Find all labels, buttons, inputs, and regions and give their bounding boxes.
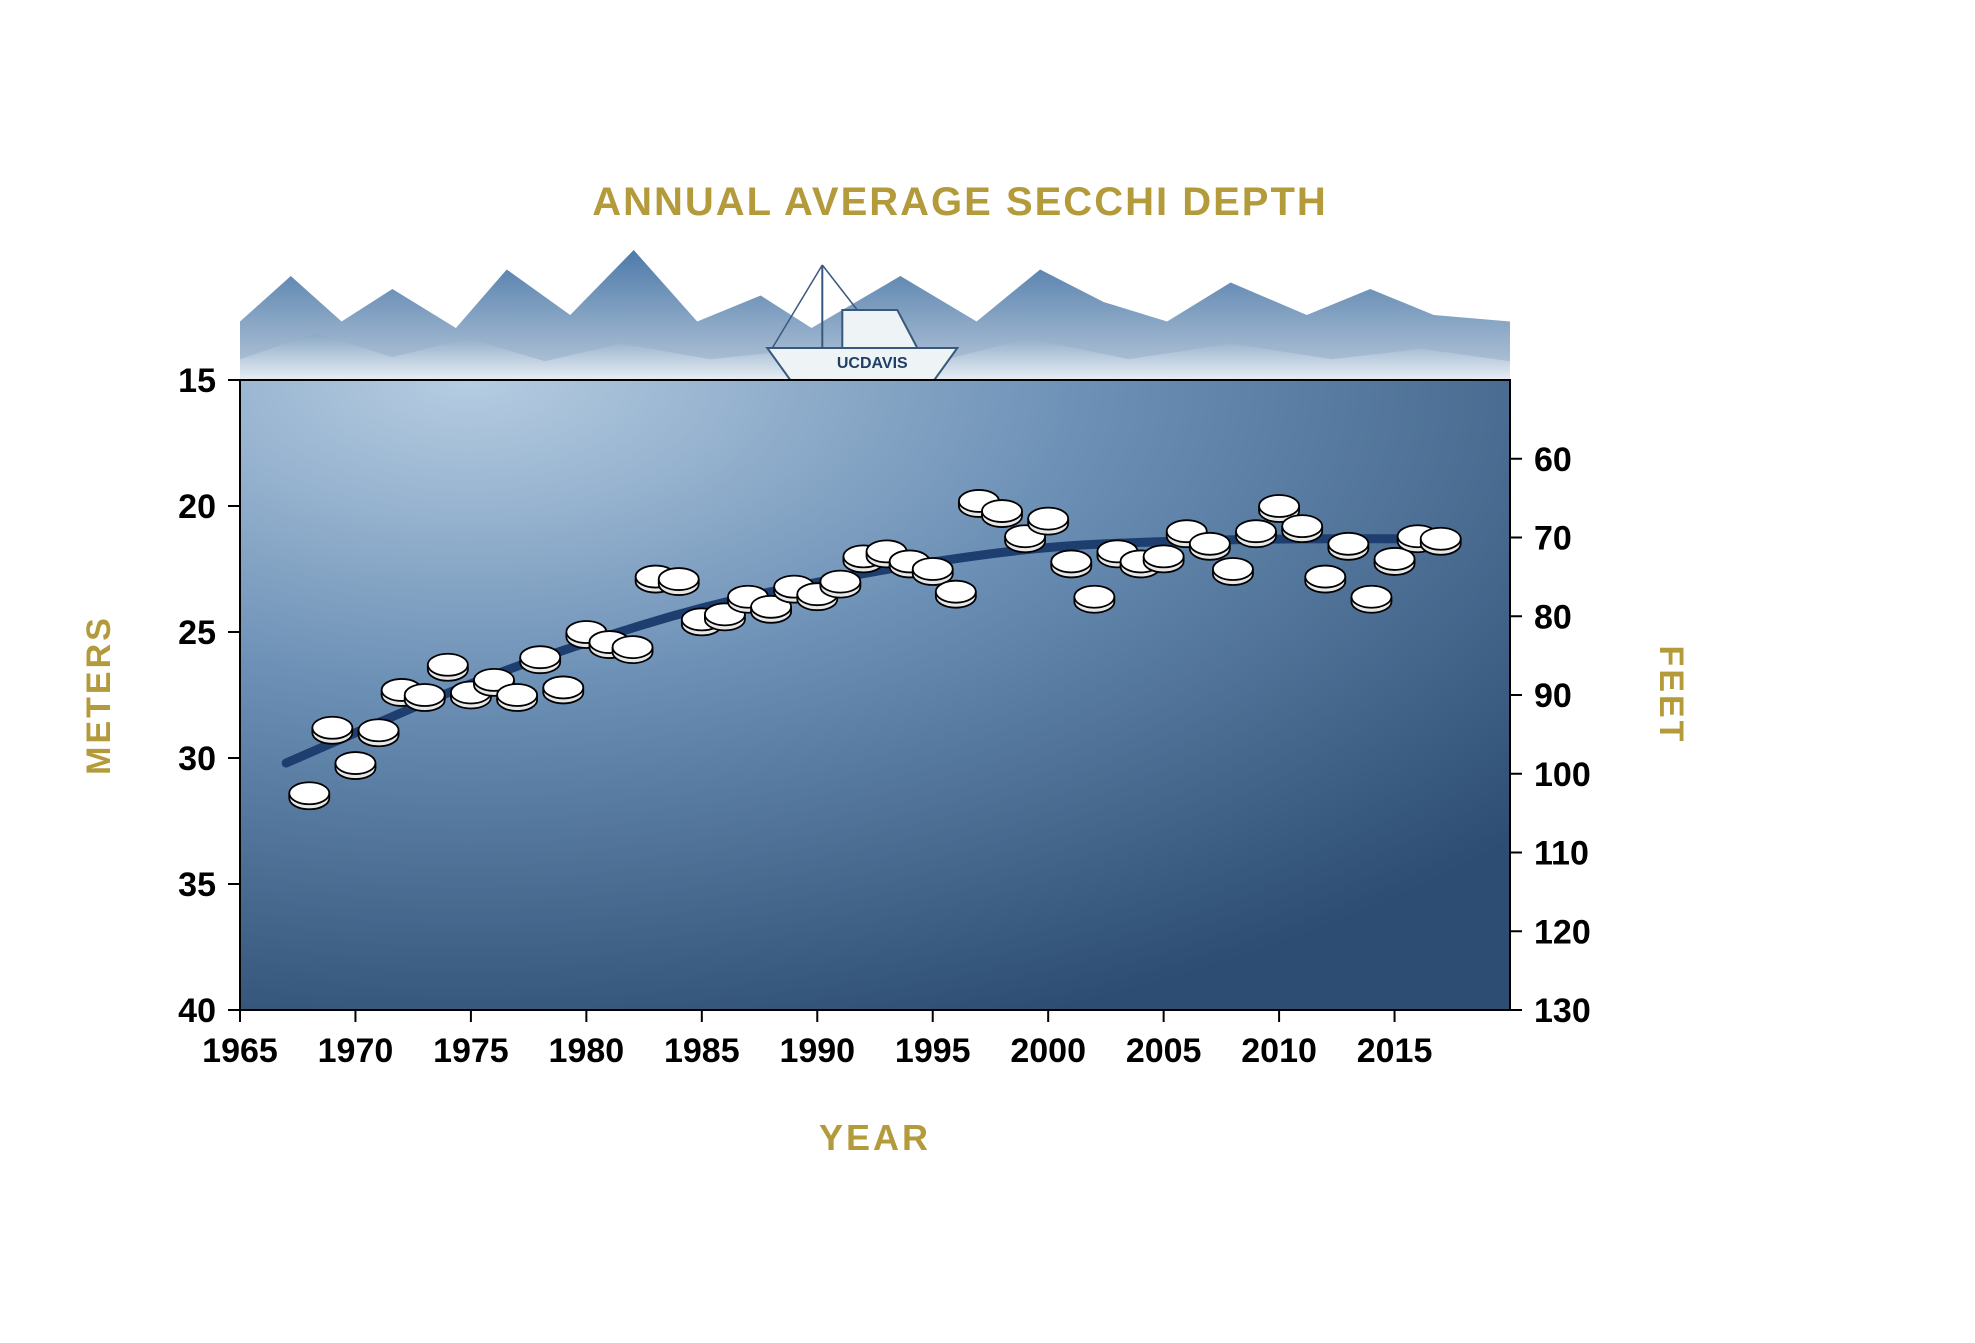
secchi-marker [1144, 545, 1184, 572]
secchi-marker [543, 676, 583, 703]
chart-title: ANNUAL AVERAGE SECCHI DEPTH [592, 180, 1328, 224]
secchi-marker [1051, 550, 1091, 577]
y-right-ticks: 60 70 80 90 100 110 120 130 [1510, 441, 1591, 1030]
secchi-marker [1282, 515, 1322, 542]
mountain-scenery: UCDAVIS [240, 250, 1510, 400]
secchi-marker [335, 752, 375, 779]
secchi-marker [1421, 528, 1461, 555]
y-right-tick-label: 120 [1534, 913, 1591, 951]
y-right-tick-label: 80 [1534, 598, 1572, 636]
y-left-tick-label: 30 [178, 740, 216, 778]
y-right-tick-label: 110 [1534, 835, 1589, 873]
y-left-tick-label: 20 [178, 488, 216, 526]
x-tick-label: 2000 [1010, 1032, 1086, 1070]
secchi-marker [359, 719, 399, 746]
secchi-marker [613, 636, 653, 663]
y-right-label: FEET [1652, 646, 1690, 745]
secchi-marker [1236, 520, 1276, 547]
x-axis-label: YEAR [819, 1117, 931, 1158]
secchi-marker [1351, 586, 1391, 613]
secchi-marker [1028, 508, 1068, 535]
boat-label: UCDAVIS [837, 355, 908, 372]
secchi-marker [520, 646, 560, 673]
y-left-tick-label: 35 [178, 866, 216, 904]
x-tick-label: 1970 [318, 1032, 394, 1070]
x-tick-label: 1995 [895, 1032, 971, 1070]
y-right-tick-label: 130 [1534, 992, 1591, 1030]
y-left-ticks: 15 20 25 30 35 40 [178, 362, 240, 1030]
y-right-tick-label: 100 [1534, 756, 1591, 794]
x-tick-label: 1980 [549, 1032, 625, 1070]
x-tick-label: 1985 [664, 1032, 740, 1070]
secchi-marker [428, 654, 468, 681]
secchi-marker [936, 581, 976, 608]
secchi-marker [1305, 566, 1345, 593]
secchi-depth-chart: ANNUAL AVERAGE SECCHI DEPTH UCDAVIS 1965… [0, 0, 1975, 1343]
secchi-marker [1213, 558, 1253, 585]
x-axis-ticks: 1965 1970 1975 1980 1985 1990 1995 2000 2005 2010… [202, 1010, 1432, 1070]
y-left-tick-label: 40 [178, 992, 216, 1030]
y-left-tick-label: 25 [178, 614, 216, 652]
secchi-marker [1328, 533, 1368, 560]
secchi-marker [1190, 533, 1230, 560]
x-tick-label: 2005 [1126, 1032, 1202, 1070]
secchi-marker [289, 782, 329, 809]
secchi-marker [405, 684, 445, 711]
x-tick-label: 2015 [1357, 1032, 1433, 1070]
x-tick-label: 1965 [202, 1032, 278, 1070]
secchi-marker [1074, 586, 1114, 613]
y-left-tick-label: 15 [178, 362, 216, 400]
y-left-label: METERS [80, 615, 118, 775]
secchi-marker [312, 717, 352, 744]
y-right-tick-label: 60 [1534, 441, 1572, 479]
secchi-marker [982, 500, 1022, 527]
secchi-marker [820, 571, 860, 598]
secchi-marker [659, 568, 699, 595]
x-tick-label: 2010 [1241, 1032, 1317, 1070]
y-right-tick-label: 70 [1534, 520, 1572, 558]
y-right-tick-label: 90 [1534, 677, 1572, 715]
secchi-marker [497, 684, 537, 711]
x-tick-label: 1990 [779, 1032, 855, 1070]
x-tick-label: 1975 [433, 1032, 509, 1070]
